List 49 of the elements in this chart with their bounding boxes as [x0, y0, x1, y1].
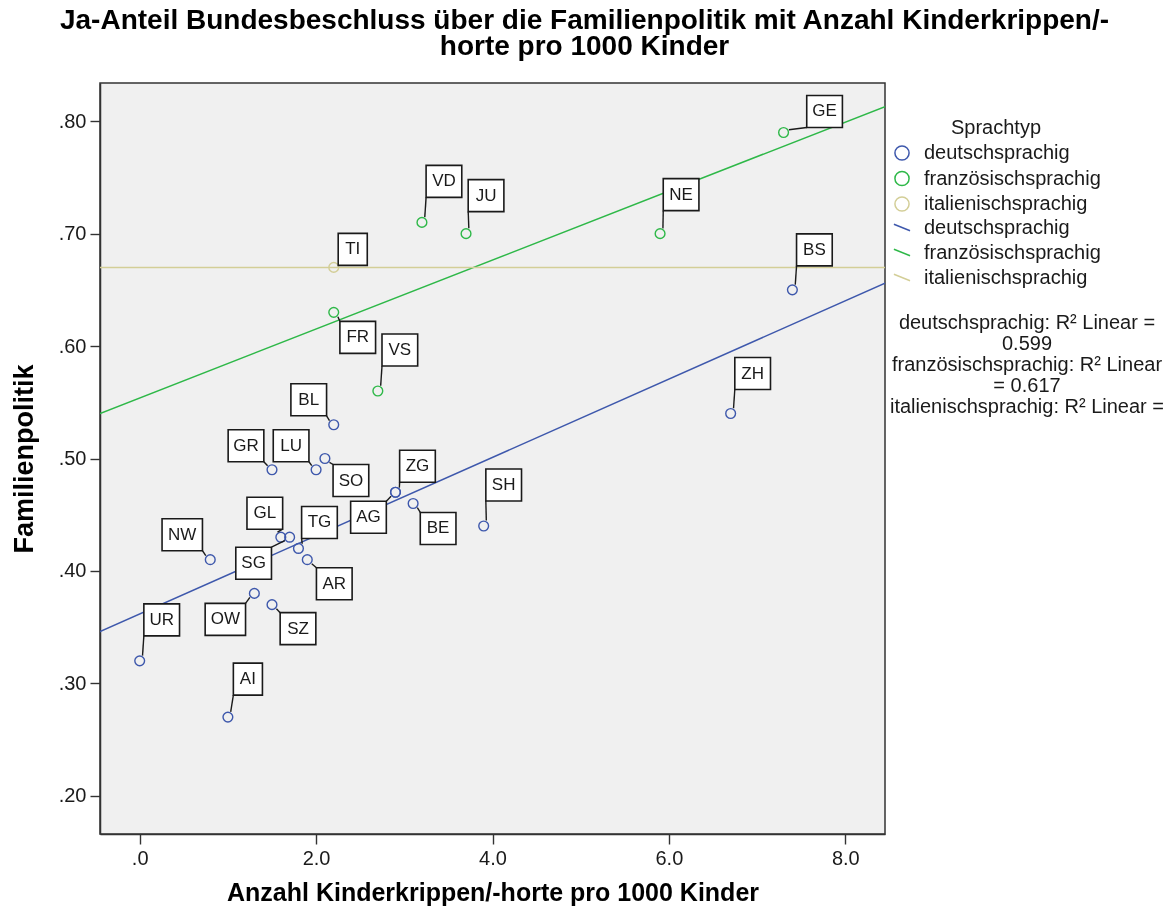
annotation: AI: [239, 669, 256, 689]
annotation: JU: [475, 185, 497, 205]
x-tick-label: .0: [131, 846, 149, 869]
chart-title: Ja-Anteil Bundesbeschluss über die Familienpolitik mit Anzahl Kinderkrippen/-horte pro 1000 Kinder: [59, 4, 1110, 61]
annotation: UR: [149, 609, 174, 629]
x-tick-label: 8.0: [831, 846, 860, 869]
y-tick-label: .80: [58, 109, 87, 132]
annotation: TG: [307, 512, 332, 532]
annotation: BS: [803, 239, 826, 259]
legend-label: deutschsprachig: [924, 215, 1070, 238]
annotation: SZ: [287, 618, 309, 638]
y-tick-label: .40: [58, 559, 87, 582]
annotation: ZH: [741, 363, 764, 383]
y-tick-label: .50: [58, 447, 87, 469]
annotation: SG: [241, 553, 266, 573]
x-axis-title: Anzahl Kinderkrippen/-horte pro 1000 Kinder: [226, 877, 760, 906]
annotation: GE: [812, 101, 837, 121]
legend-label: französischsprachig: [924, 240, 1101, 263]
annotation: GR: [233, 435, 259, 455]
legend-label: italienischsprachig: [924, 265, 1088, 288]
annotation: SH: [491, 474, 516, 494]
y-axis-title: Familienpolitik: [8, 363, 39, 554]
annotation: ZG: [405, 456, 430, 476]
annotation: FR: [346, 327, 370, 347]
annotation: LU: [280, 435, 302, 455]
y-tick-label: .70: [58, 222, 87, 245]
annotation: AG: [356, 507, 381, 527]
x-tick-label: 6.0: [655, 846, 684, 869]
annotation: NW: [168, 524, 197, 544]
annotation: VS: [388, 340, 412, 360]
annotation: VD: [432, 171, 456, 191]
annotation: OW: [210, 609, 240, 629]
annotation: BL: [298, 389, 320, 409]
legend-label: italienischsprachig: [924, 192, 1088, 214]
annotation: GL: [253, 503, 277, 523]
y-tick-label: .20: [58, 784, 87, 807]
annotation: NE: [669, 184, 693, 204]
annotation: AR: [322, 573, 347, 593]
y-tick-label: .30: [58, 671, 87, 694]
text: italienischsprachig: R² Linear =: [889, 395, 1165, 417]
annotation: SO: [338, 470, 364, 490]
y-tick-label: .60: [58, 334, 87, 357]
legend-label: französischsprachig: [924, 166, 1101, 189]
x-tick-label: 2.0: [302, 846, 331, 869]
annotation: TI: [345, 239, 361, 259]
x-tick-label: 4.0: [479, 846, 507, 869]
annotation: BE: [426, 518, 450, 538]
legend-title: Sprachtyp: [950, 116, 1042, 138]
legend-label: deutschsprachig: [924, 141, 1070, 163]
